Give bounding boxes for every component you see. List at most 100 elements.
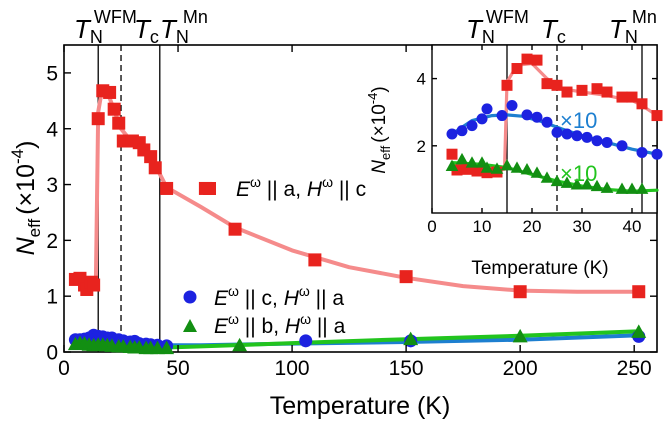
main-ytick-label-2: 2 <box>46 230 58 253</box>
main-point-a-5 <box>87 278 101 292</box>
inset-point-b-0 <box>445 159 459 172</box>
inset-point-a-13 <box>576 84 588 96</box>
inset-data-points <box>445 53 663 194</box>
main-xtick-label-100: 100 <box>275 357 310 380</box>
main-ytick-label-5: 5 <box>46 62 58 85</box>
inset-point-b-4 <box>480 161 494 173</box>
inset-xtick-label-10: 10 <box>473 217 492 236</box>
inset-label-tmn: TNMn <box>609 7 657 47</box>
inset-point-a-0 <box>446 148 458 160</box>
inset-point-a-10 <box>541 78 553 90</box>
legend-b-e-sup: ω <box>228 311 239 327</box>
inset-point-b-9 <box>530 166 544 178</box>
inset-point-a-14 <box>591 83 603 95</box>
inset-point-b-2 <box>465 156 479 168</box>
legend-b-e: E <box>214 315 229 338</box>
inset-point-b-11 <box>550 174 564 187</box>
inset-point-c-17 <box>636 147 648 159</box>
main-point-b-21 <box>631 324 647 338</box>
inset-label-twfm: TNWFM <box>466 7 529 47</box>
inset-point-b-12 <box>560 176 574 188</box>
inset-point-b-14 <box>580 178 594 190</box>
main-y-ticks: 0 1 2 3 4 5 <box>46 62 657 365</box>
inset-y-label-subscript: eff <box>378 145 393 160</box>
main-y-label-symbol: N <box>12 236 40 255</box>
inset-point-a-19 <box>651 110 663 122</box>
inset-point-a-6 <box>501 79 513 91</box>
main-point-a-23 <box>632 285 646 299</box>
inset-annotation-b-x10: ×10 <box>560 161 597 186</box>
main-point-a-17 <box>160 181 174 195</box>
main-label-tmn-base: T <box>160 14 178 44</box>
inset-point-c-14 <box>591 135 603 147</box>
main-point-a-6 <box>91 112 105 126</box>
main-ytick-label-0: 0 <box>46 342 58 365</box>
main-label-tmn: TNMn <box>160 7 208 47</box>
legend-marker-b <box>183 319 197 332</box>
main-xtick-label-150: 150 <box>389 357 424 380</box>
main-ytick-label-3: 3 <box>46 174 58 197</box>
inset-y-label-symbol: N <box>369 160 390 174</box>
main-label-twfm: TNWFM <box>74 7 137 47</box>
main-point-a-21 <box>399 270 413 284</box>
legend-marker-a <box>203 182 216 195</box>
legend-c-h-pol: || a <box>310 287 345 310</box>
inset-point-c-12 <box>571 130 583 142</box>
inset-point-a-2 <box>461 163 473 175</box>
main-label-tc-sub: c <box>150 27 159 47</box>
inset-point-c-18 <box>651 148 663 160</box>
main-xtick-label-0: 0 <box>58 357 70 380</box>
inset-y-label-unit: (×10 <box>369 104 390 143</box>
inset-point-a-3 <box>471 165 483 177</box>
legend-entry-b: Eω || b, Hω || a <box>183 311 346 338</box>
inset-point-c-4 <box>481 103 493 115</box>
inset-point-b-8 <box>520 162 534 175</box>
inset-y-label-close: ) <box>369 86 390 92</box>
main-y-label-exponent: -4 <box>8 149 27 164</box>
legend-c-e-pol: || c, <box>239 287 284 310</box>
main-ytick-label-1: 1 <box>46 286 58 309</box>
main-label-twfm-sup: WFM <box>94 7 137 27</box>
main-xtick-label-50: 50 <box>166 357 189 380</box>
inset-label-tc: Tc <box>541 14 566 47</box>
main-y-label-close: ) <box>12 141 40 149</box>
inset-point-c-13 <box>581 131 593 143</box>
legend-c-h-sup: ω <box>299 283 310 299</box>
inset-point-c-9 <box>541 116 553 128</box>
inset-point-b-18 <box>625 182 639 194</box>
inset-point-b-6 <box>500 158 514 171</box>
inset-point-b-13 <box>570 178 584 190</box>
main-x-axis-label: Temperature (K) <box>270 392 451 420</box>
inset-x-ticks: 0 10 20 30 40 <box>427 45 641 236</box>
inset-point-c-1 <box>456 125 468 137</box>
main-y-label-unit: (×10 <box>12 164 40 215</box>
legend-b-h: H <box>285 315 301 338</box>
inset-point-b-19 <box>635 182 649 194</box>
legend-label-b: Eω || b, Hω || a <box>214 311 346 338</box>
main-point-a-22 <box>513 285 527 299</box>
inset-point-c-2 <box>466 120 478 132</box>
inset-label-tmn-sub: N <box>625 27 638 47</box>
inset-point-c-6 <box>506 99 518 111</box>
legend-a-h-sup: ω <box>322 174 333 190</box>
legend-c-e-sup: ω <box>228 283 239 299</box>
inset-ytick-label-4: 4 <box>417 70 426 89</box>
legend-b-h-sup: ω <box>300 311 311 327</box>
inset-point-a-15 <box>601 86 613 98</box>
main-point-c-18 <box>299 334 313 348</box>
main-ytick-label-4: 4 <box>46 118 58 141</box>
main-point-b-20 <box>512 328 528 343</box>
inset-y-axis-label: Neff (×10-4) <box>365 86 393 173</box>
main-xtick-label-200: 200 <box>503 357 538 380</box>
main-point-b-17 <box>159 340 175 355</box>
inset-point-a-9 <box>531 54 543 66</box>
inset-point-b-15 <box>590 179 604 192</box>
inset-point-a-7 <box>511 63 523 75</box>
inset-point-c-16 <box>616 140 628 152</box>
inset-xtick-label-30: 30 <box>573 217 592 236</box>
inset-label-tmn-sup: Mn <box>632 7 657 27</box>
main-label-twfm-sub: N <box>90 27 103 47</box>
legend-entry-a: Eω || a, Hω || c <box>203 174 366 201</box>
inset-label-tc-sub: c <box>557 27 566 47</box>
inset-ytick-label-2: 2 <box>417 137 426 156</box>
